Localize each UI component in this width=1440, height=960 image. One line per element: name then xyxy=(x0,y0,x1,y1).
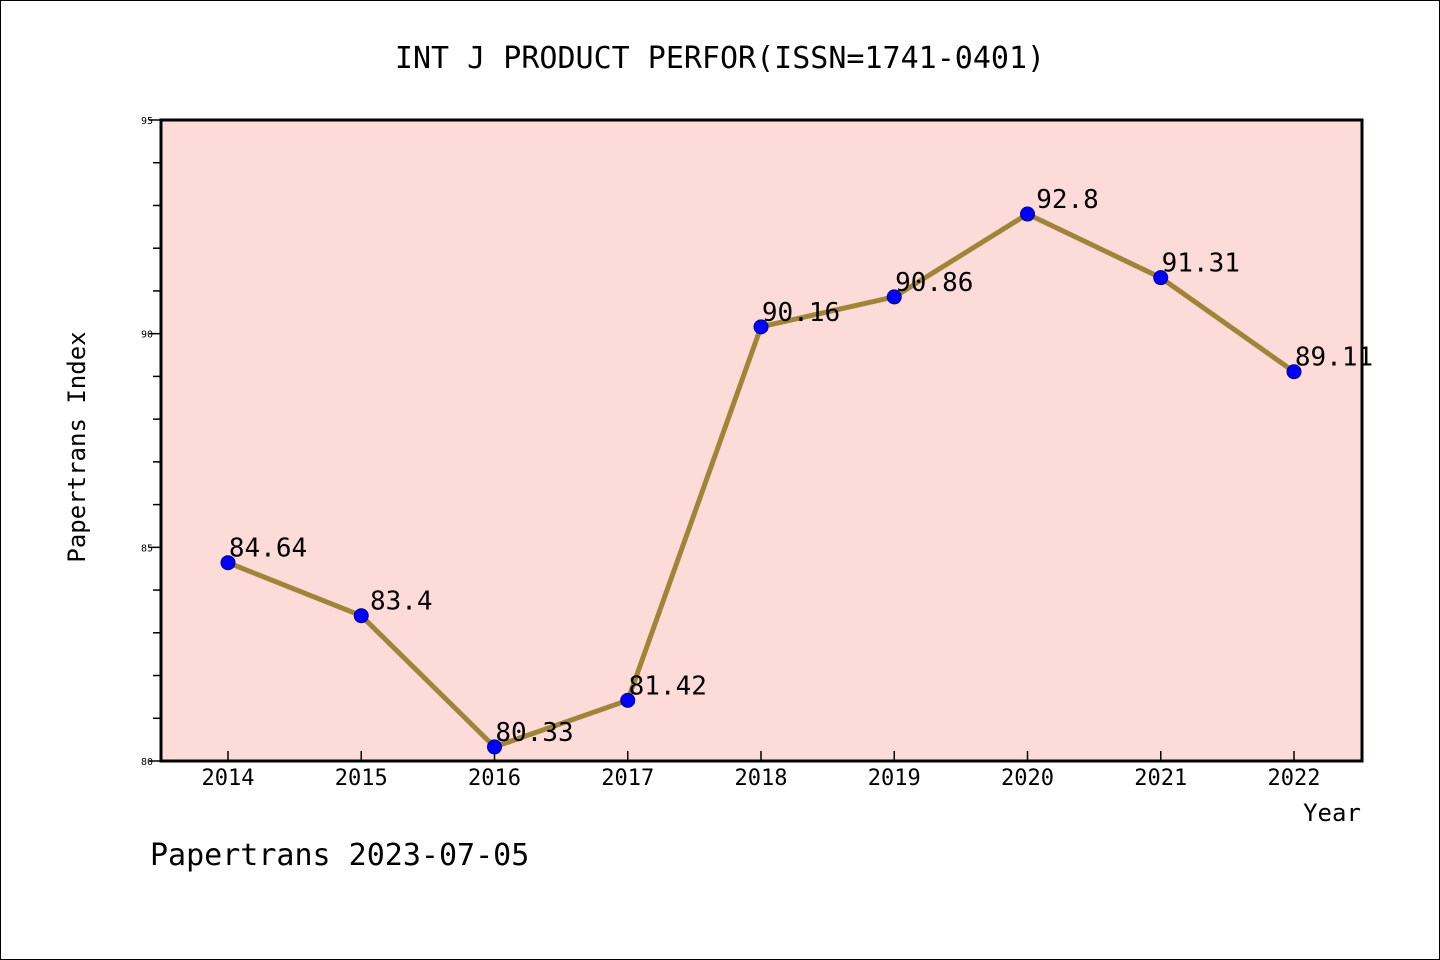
data-point-marker xyxy=(1286,364,1302,380)
plot-area xyxy=(159,118,1364,763)
data-label: 83.4 xyxy=(370,587,433,617)
y-tick-label: 90 xyxy=(141,330,153,341)
data-label: 92.8 xyxy=(1036,185,1099,215)
data-labels: 84.64 83.4 80.33 81.42 90.16 90.86 92.8 91.31 89… xyxy=(229,185,1373,748)
data-label: 80.33 xyxy=(495,718,573,748)
y-tick-label: 85 xyxy=(141,543,153,554)
y-tick-label: 80 xyxy=(141,757,153,768)
data-point-marker xyxy=(353,608,369,624)
data-label: 90.16 xyxy=(762,298,840,328)
data-point-marker xyxy=(753,319,769,335)
data-point-marker xyxy=(220,555,236,571)
x-tick-label: 2014 xyxy=(202,766,255,791)
data-point-marker xyxy=(620,692,636,708)
data-label: 84.64 xyxy=(229,534,307,564)
y-axis-label: Papertrans Index xyxy=(63,331,91,562)
data-label: 89.11 xyxy=(1295,343,1373,373)
x-tick-label: 2019 xyxy=(868,766,921,791)
x-tick-label: 2022 xyxy=(1268,766,1321,791)
x-axis-label: Year xyxy=(1303,799,1361,827)
data-point-marker xyxy=(487,739,502,755)
x-tick-label: 2015 xyxy=(335,766,388,791)
data-point-marker xyxy=(1020,206,1035,222)
series-markers xyxy=(220,206,1302,755)
x-tick-label: 2016 xyxy=(468,766,521,791)
data-point-marker xyxy=(1153,270,1169,286)
x-axis: 2014 2015 2016 2017 2018 2019 2020 2021 2022 xyxy=(202,751,1321,791)
x-tick-label: 2017 xyxy=(601,766,654,791)
y-tick-label: 95 xyxy=(141,116,153,127)
data-point-marker xyxy=(886,289,902,305)
footer-watermark: Papertrans 2023-07-05 xyxy=(150,838,529,873)
x-tick-label: 2018 xyxy=(735,766,788,791)
x-tick-label: 2020 xyxy=(1001,766,1054,791)
chart-title: INT J PRODUCT PERFOR(ISSN=1741-0401) xyxy=(395,41,1045,76)
data-label: 90.86 xyxy=(895,268,973,298)
data-label: 81.42 xyxy=(629,671,707,701)
y-axis: 80 85 90 95 xyxy=(141,116,160,768)
data-label: 91.31 xyxy=(1162,249,1240,279)
x-tick-label: 2021 xyxy=(1134,766,1187,791)
